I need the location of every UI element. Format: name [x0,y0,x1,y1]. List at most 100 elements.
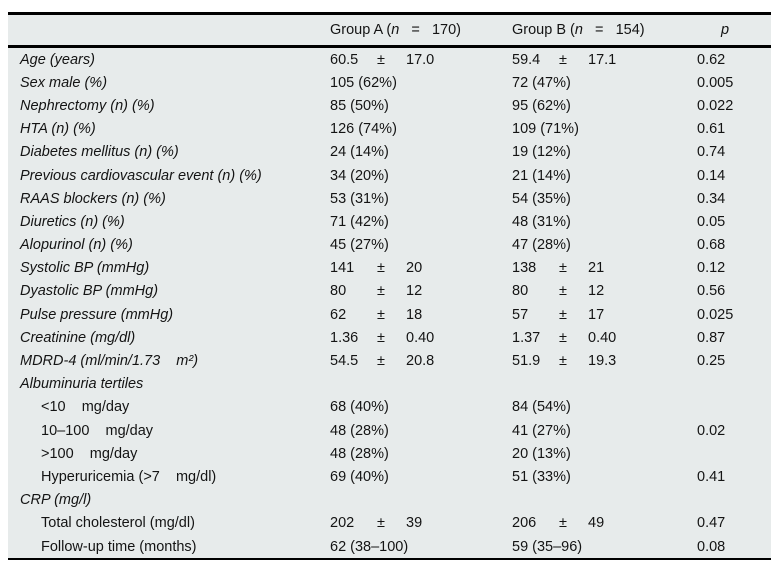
group-b-value: 109 (71%) [512,121,579,138]
group-b-value: 41 (27%) [512,422,571,439]
row-label: Nephrectomy (n) (%) [20,97,155,114]
group-a-value: 105 (62%) [330,74,397,91]
plus-minus: ± [559,353,567,370]
group-b-value: 59 (35–96) [512,538,583,555]
plus-minus: ± [377,260,385,277]
group-a-value: 202 ±39 [330,515,512,531]
mean-value: 59.4 [512,51,541,68]
group-b-value: 54 (35%) [512,190,571,207]
sd-value: 20.8 [406,353,435,370]
row-label: Diuretics (n) (%) [20,213,125,230]
table-row: Creatinine (mg/dl) 1.36 ±0.40 1.37 ±0.40 0… [8,326,771,349]
row-label: CRP (mg/l) [20,492,92,509]
group-a-value: 53 (31%) [330,190,389,207]
mean-value: 51.9 [512,353,541,370]
table-row: >100 mg/day 48 (28%) 20 (13%) [8,442,771,465]
sd-value: 12 [588,283,605,300]
group-b-value: 80 ±12 [512,283,697,299]
mean-value: 57 [512,306,529,323]
group-a-value: 34 (20%) [330,167,389,184]
plus-minus: ± [559,515,567,532]
mean-value: 1.37 [512,329,541,346]
row-label: Sex male (%) [20,74,108,91]
group-b-value: 206 ±49 [512,515,697,531]
group-b-value: 57 ±17 [512,307,697,323]
row-label: Follow-up time (months) [41,538,197,555]
group-a-value: 60.5 ±17.0 [330,52,512,68]
row-label: 10–100 mg/day [41,422,154,439]
table-row: Dyastolic BP (mmHg) 80 ±12 80 ±12 0.56 [8,280,771,303]
p-value: 0.34 [697,190,726,207]
group-b-value: 95 (62%) [512,97,571,114]
row-label: Age (years) [20,51,95,68]
p-value: 0.005 [697,74,734,91]
p-value: 0.14 [697,167,726,184]
p-value: 0.61 [697,121,726,138]
group-b-value: 84 (54%) [512,399,571,416]
plus-minus: ± [559,51,567,68]
row-label: RAAS blockers (n) (%) [20,190,166,207]
plus-minus: ± [377,51,385,68]
row-label: >100 mg/day [41,445,138,462]
plus-minus: ± [377,329,385,346]
group-b-value: 21 (14%) [512,167,571,184]
row-label: Creatinine (mg/dl) [20,329,136,346]
table-row: Age (years) 60.5 ±17.0 59.4 ±17.1 0.62 [8,48,771,71]
group-a-value: 1.36 ±0.40 [330,330,512,346]
plus-minus: ± [559,283,567,300]
table-row: Albuminuria tertiles [8,373,771,396]
plus-minus: ± [559,306,567,323]
p-value: 0.05 [697,213,726,230]
group-a-value: 141 ±20 [330,260,512,276]
table-body: Age (years) 60.5 ±17.0 59.4 ±17.1 0.62 Sex… [8,48,771,558]
p-value: 0.74 [697,144,726,161]
table-row: Pulse pressure (mmHg) 62 ±18 57 ±17 0.025 [8,303,771,326]
row-label: MDRD-4 (ml/min/1.73 m²) [20,353,199,370]
sd-value: 39 [406,515,423,532]
row-label: Diabetes mellitus (n) (%) [20,144,179,161]
group-a-value: 48 (28%) [330,445,389,462]
table-row: Nephrectomy (n) (%) 85 (50%) 95 (62%) 0.… [8,94,771,117]
sd-value: 49 [588,515,605,532]
table-row: 10–100 mg/day 48 (28%) 41 (27%) 0.02 [8,419,771,442]
column-header-p: p [721,22,730,38]
mean-value: 60.5 [330,51,359,68]
mean-value: 206 [512,515,537,532]
row-label: Previous cardiovascular event (n) (%) [20,167,262,184]
p-value: 0.12 [697,260,726,277]
group-a-value: 54.5 ±20.8 [330,353,512,369]
patient-characteristics-table: Group A (n = 170) Group B (n = 154) p Ag… [8,12,771,561]
group-b-value: 1.37 ±0.40 [512,330,697,346]
plus-minus: ± [559,260,567,277]
group-b-value: 48 (31%) [512,213,571,230]
p-value: 0.62 [697,51,726,68]
group-a-value: 126 (74%) [330,121,397,138]
group-a-value: 85 (50%) [330,97,389,114]
p-value: 0.47 [697,515,726,532]
mean-value: 80 [330,283,347,300]
mean-value: 54.5 [330,353,359,370]
p-value: 0.87 [697,329,726,346]
sd-value: 0.40 [588,329,617,346]
group-a-value: 68 (40%) [330,399,389,416]
row-label: Albuminuria tertiles [20,376,144,393]
table-row: MDRD-4 (ml/min/1.73 m²) 54.5 ±20.8 51.9 ±1… [8,349,771,372]
header-text: = 154) [582,22,645,38]
group-b-value: 72 (47%) [512,74,571,91]
table-header-row: Group A (n = 170) Group B (n = 154) p [8,15,771,48]
row-label: Pulse pressure (mmHg) [20,306,174,323]
table-row: HTA (n) (%) 126 (74%) 109 (71%) 0.61 [8,118,771,141]
header-text: = 170) [399,22,462,38]
group-a-value: 62 ±18 [330,307,512,323]
group-a-value: 45 (27%) [330,237,389,254]
table-row: Systolic BP (mmHg) 141 ±20 138 ±21 0.12 [8,257,771,280]
p-value: 0.02 [697,422,726,439]
sd-value: 21 [588,260,605,277]
sd-value: 18 [406,306,423,323]
group-a-value: 71 (42%) [330,213,389,230]
sd-value: 17.1 [588,51,617,68]
sd-value: 19.3 [588,353,617,370]
plus-minus: ± [377,353,385,370]
table-row: Alopurinol (n) (%) 45 (27%) 47 (28%) 0.6… [8,234,771,257]
